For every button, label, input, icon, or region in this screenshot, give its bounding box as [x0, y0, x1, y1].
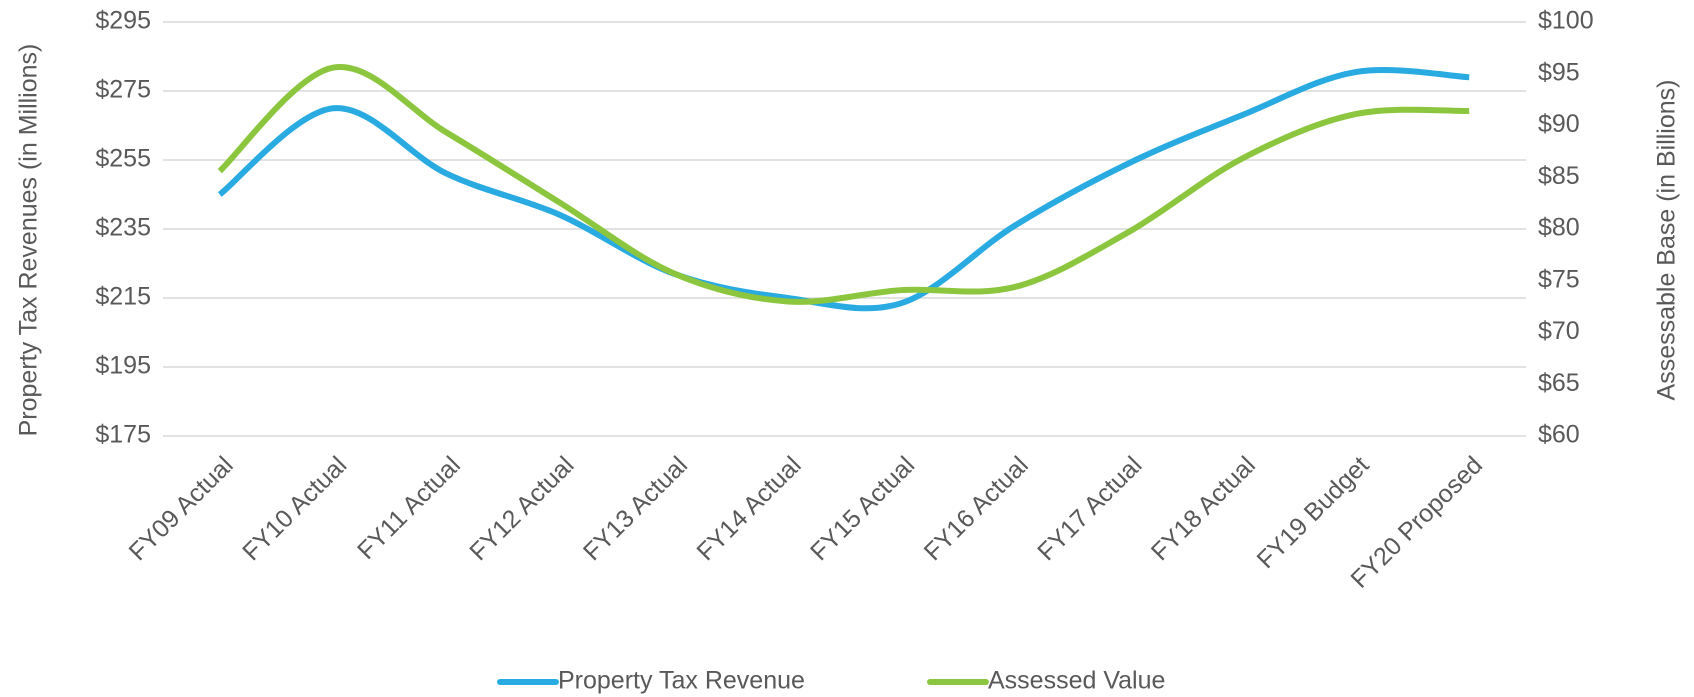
x-tick-label: FY14 Actual: [691, 451, 806, 566]
y-tick-label: $195: [95, 352, 151, 380]
x-tick-label: FY19 Budget: [1252, 451, 1375, 574]
legend-label: Property Tax Revenue: [558, 667, 805, 695]
y-tick-label: $275: [95, 76, 151, 104]
x-tick-label: FY16 Actual: [919, 451, 1034, 566]
y2-tick-label: $100: [1538, 7, 1594, 35]
series-line: [217, 67, 1470, 312]
x-tick-label: FY18 Actual: [1146, 451, 1261, 566]
y-axis-title: Property Tax Revenues (in Millions): [15, 44, 43, 437]
y2-tick-label: $65: [1538, 369, 1580, 397]
y2-tick-label: $90: [1538, 110, 1580, 138]
y2-tick-label: $75: [1538, 265, 1580, 293]
y2-tick-label: $95: [1538, 58, 1580, 86]
x-tick-label: FY10 Actual: [237, 451, 352, 566]
series-line: [217, 64, 1470, 305]
y-tick-label: $255: [95, 145, 151, 173]
y-tick-label: $215: [95, 283, 151, 311]
y-tick-label: $295: [95, 7, 151, 35]
y2-tick-label: $70: [1538, 317, 1580, 345]
x-tick-label: FY09 Actual: [124, 451, 239, 566]
y2-axis-title: Assessable Base (in Billions): [1653, 80, 1681, 401]
legend-label: Assessed Value: [988, 667, 1165, 695]
x-tick-label: FY13 Actual: [578, 451, 693, 566]
x-tick-label: FY17 Actual: [1032, 451, 1147, 566]
y-tick-label: $235: [95, 214, 151, 242]
y2-tick-label: $80: [1538, 214, 1580, 242]
y2-tick-label: $85: [1538, 162, 1580, 190]
y-tick-label: $175: [95, 421, 151, 449]
x-tick-label: FY12 Actual: [464, 451, 579, 566]
x-tick-label: FY11 Actual: [352, 451, 466, 565]
x-tick-label: FY15 Actual: [805, 451, 920, 566]
y2-tick-label: $60: [1538, 421, 1580, 449]
